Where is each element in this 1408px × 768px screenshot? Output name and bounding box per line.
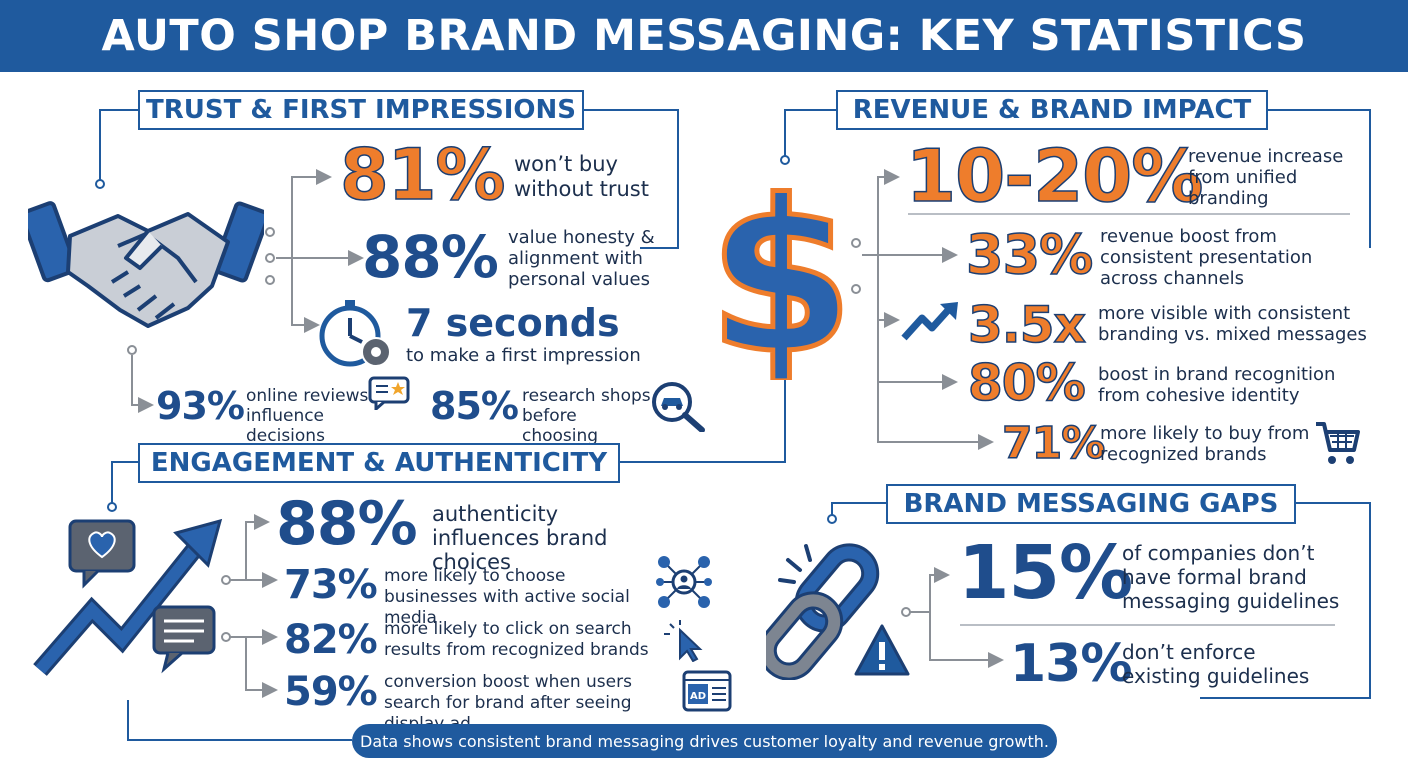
display-ad-icon: AD [682,670,732,712]
footer-banner: Data shows consistent brand messaging dr… [352,724,1057,758]
shopping-cart-icon [1316,422,1360,464]
stat-value: 3.5x [967,296,1086,354]
svg-text:$: $ [716,160,846,380]
stat-label: won’t buy without trust [514,152,649,201]
stat-label: more likely to choose businesses with ac… [384,566,630,628]
stat-label: boost in brand recognition from cohesive… [1098,364,1336,406]
stat-value: 15% [958,530,1133,616]
stat-value: 10-20% [905,134,1204,218]
broken-chain-icon [766,543,880,680]
cursor-click-icon [664,620,703,662]
svg-text:AD: AD [690,691,706,702]
stat-value: 71% [1001,418,1106,469]
stopwatch-gear-icon [319,300,391,367]
stat-value: 88% [276,489,418,559]
stat-value: 82% [284,617,378,663]
stat-label: online reviews influence decisions [246,386,369,446]
footer-text: Data shows consistent brand messaging dr… [360,731,1049,751]
stat-value: 85% [430,384,519,428]
stat-label: more likely to click on search results f… [384,619,649,660]
trend-up-icon [901,302,958,341]
revenue-section-title: REVENUE & BRAND IMPACT [836,90,1268,130]
trust-section-title: TRUST & FIRST IMPRESSIONS [138,90,584,130]
engagement-section-title: ENGAGEMENT & AUTHENTICITY [138,443,620,483]
stat-value: 81% [339,134,506,216]
stat-label: authenticity influences brand choices [432,502,608,574]
social-network-icon [656,556,712,608]
stat-value: 7 seconds [406,301,620,345]
stat-label: of companies don’t have formal brand mes… [1122,541,1340,613]
review-star-icon [368,376,410,410]
stat-label: revenue boost from consistent presentati… [1100,226,1313,289]
stat-value: 59% [284,669,378,715]
header-banner: AUTO SHOP BRAND MESSAGING: KEY STATISTIC… [0,0,1408,72]
growth-arrow-chat-icon [33,518,223,676]
gaps-section-title: BRAND MESSAGING GAPS [886,484,1296,524]
stat-label: value honesty & alignment with personal … [508,227,655,290]
stat-label: revenue increase from unified branding [1188,146,1344,209]
stat-label: more visible with consistent branding vs… [1098,303,1367,345]
stat-value: 73% [284,562,378,608]
stat-label: don’t enforce existing guidelines [1122,640,1310,688]
page-title: AUTO SHOP BRAND MESSAGING: KEY STATISTIC… [101,11,1307,61]
stat-label: more likely to buy from recognized brand… [1100,423,1310,465]
stat-label: research shops before choosing [522,386,651,446]
stat-label: to make a first impression [406,345,641,366]
dollar-sign-icon: $ [716,160,846,380]
handshake-icon [28,201,264,328]
stat-value: 88% [362,223,499,291]
stat-value: 33% [965,223,1094,286]
car-search-icon [652,382,705,432]
warning-icon [854,624,910,676]
stat-value: 93% [156,384,245,428]
stat-value: 13% [1010,634,1132,694]
stat-value: 80% [967,354,1086,412]
